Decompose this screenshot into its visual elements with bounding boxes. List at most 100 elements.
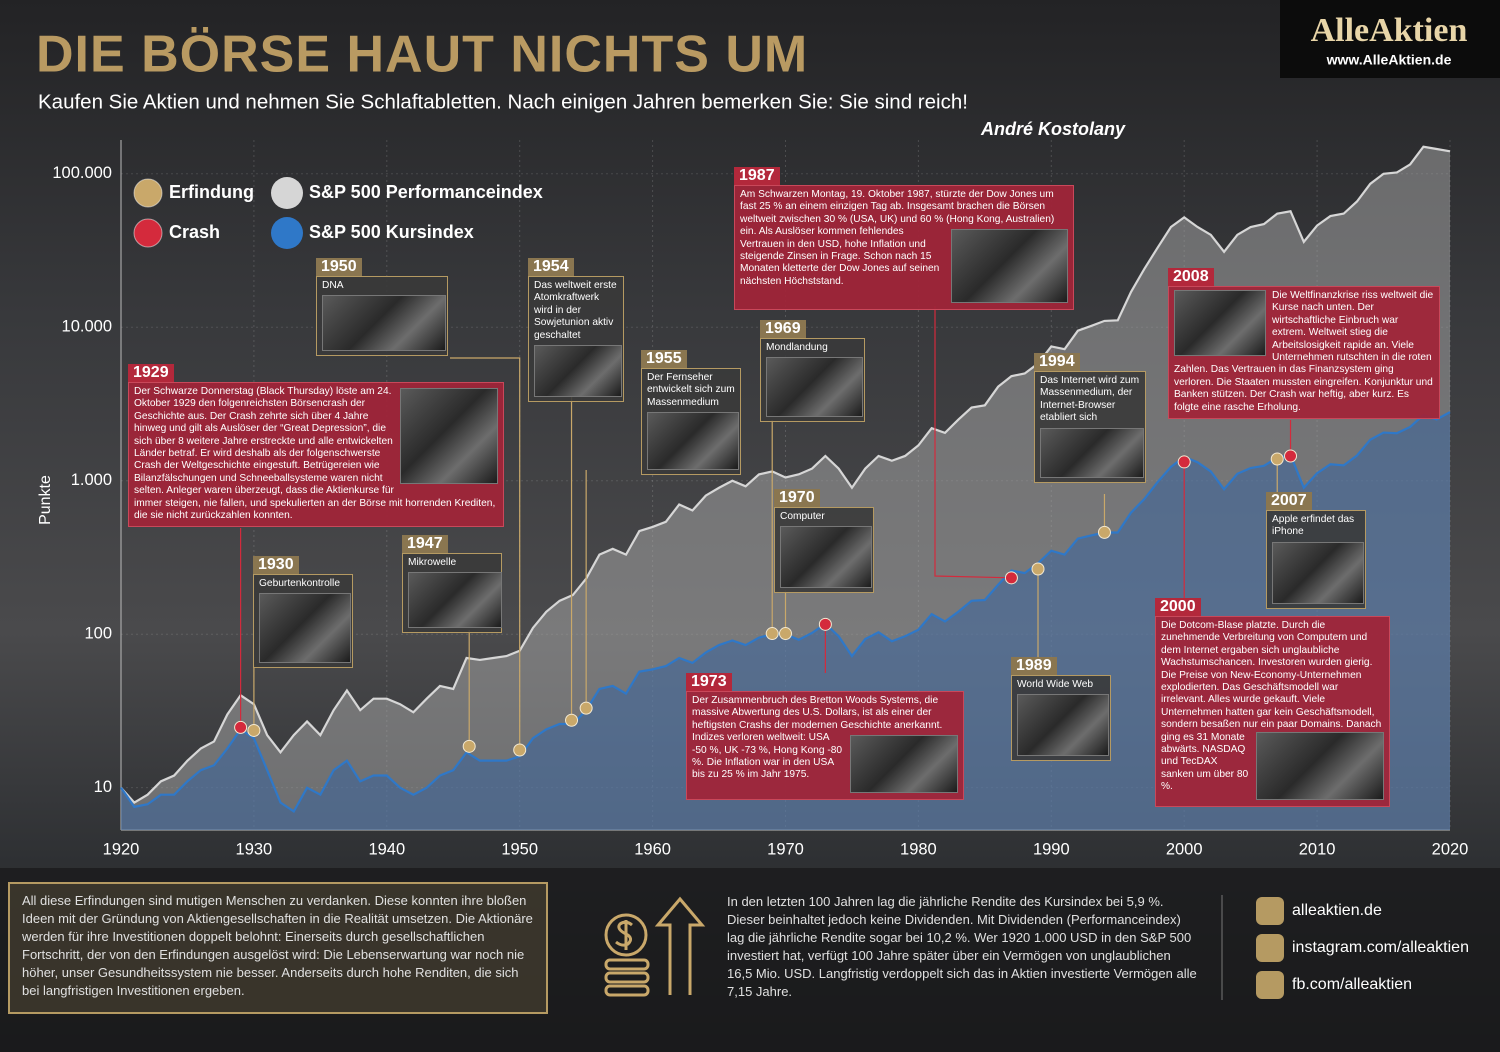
annotation: 1989 World Wide Web — [1011, 657, 1111, 762]
event-marker — [765, 627, 779, 641]
annotation-body: Mikrowelle — [402, 553, 502, 634]
footer-left-text: All diese Erfindungen sind mutigen Mensc… — [8, 882, 548, 1014]
annotation-year: 1970 — [774, 489, 820, 507]
annotation-box: 1987 Am Schwarzen Montag, 19. Oktober 198… — [734, 167, 1074, 310]
annotation-text: Der Fernseher entwickelt sich zum Massen… — [647, 372, 735, 408]
annotation-text: Computer — [780, 511, 825, 522]
x-tick-label: 2010 — [1299, 840, 1336, 858]
link[interactable]: alleaktien.de — [1256, 897, 1382, 925]
link[interactable]: instagram.com/alleaktien — [1256, 934, 1469, 962]
annotation-year: 2007 — [1266, 492, 1312, 510]
subtitle: Kaufen Sie Aktien und nehmen Sie Schlaft… — [38, 90, 968, 113]
annotation-text: Geburtenkontrolle — [259, 578, 340, 589]
annotation: 1987 Am Schwarzen Montag, 19. Oktober 198… — [734, 167, 1074, 310]
link[interactable]: fb.com/alleaktien — [1256, 971, 1412, 999]
photo — [1017, 694, 1109, 757]
annotation-box: 1994 Das Internet wird zum Massenmedium, … — [1034, 353, 1146, 483]
annotation-text: Mikrowelle — [408, 557, 457, 568]
y-axis-label: Punkte — [37, 475, 54, 525]
annotation: 1970 Computer — [774, 489, 874, 594]
photo — [1174, 290, 1266, 356]
x-tick-label: 1950 — [501, 840, 538, 858]
link-text[interactable]: instagram.com/alleaktien — [1292, 939, 1469, 956]
event-marker — [565, 713, 579, 727]
connector — [934, 306, 1012, 579]
annotation: 1950 DNA — [316, 258, 448, 357]
annotation-body: World Wide Web — [1011, 675, 1111, 762]
annotation: 1994 Das Internet wird zum Massenmedium, … — [1034, 353, 1146, 483]
y-tick-label: 10.000 — [62, 318, 112, 336]
y-tick-label: 1.000 — [71, 471, 112, 489]
area-fill — [121, 412, 1450, 830]
event-marker — [1097, 525, 1111, 539]
annotation-box: 1947 Mikrowelle — [402, 535, 502, 634]
event-marker — [1284, 449, 1298, 463]
annotation-body: Die Weltfinanzkrise riss weltweit die Ku… — [1168, 286, 1440, 420]
annotation-body: Das weltweit erste Atomkraftwerk wird in… — [528, 276, 624, 403]
photo — [1272, 541, 1364, 604]
facebook-icon — [1256, 971, 1284, 999]
photo — [322, 295, 446, 352]
annotation-text: DNA — [322, 280, 344, 291]
legend-label: Crash — [169, 222, 220, 242]
annotation: 1954 Das weltweit erste Atomkraftwerk wir… — [528, 258, 624, 403]
annotation-body: Der Fernseher entwickelt sich zum Massen… — [641, 368, 741, 476]
annotation-year: 1954 — [528, 258, 574, 276]
link-text[interactable]: fb.com/alleaktien — [1292, 976, 1413, 993]
annotation-box: 2007 Apple erfindet das iPhone — [1266, 492, 1366, 609]
photo — [408, 572, 502, 629]
event-marker — [1004, 571, 1018, 585]
annotation-box: 1950 DNA — [316, 258, 448, 357]
annotation-text: Die Weltfinanzkrise riss weltweit die Ku… — [1174, 290, 1434, 413]
annotation-text: Die Dotcom-Blase platzte. Durch die zune… — [1161, 620, 1382, 793]
annotation-year: 1930 — [253, 556, 299, 574]
annotation-year: 1989 — [1011, 657, 1057, 675]
annotation-box: 1970 Computer — [774, 489, 874, 594]
x-tick-label: 1990 — [1033, 840, 1070, 858]
photo — [1256, 732, 1384, 800]
quote-author: André Kostolany — [980, 119, 1126, 139]
series-line — [120, 145, 1451, 804]
event-marker — [1031, 562, 1045, 576]
annotation-box: 1930 Geburtenkontrolle — [253, 556, 353, 669]
photo — [951, 229, 1068, 303]
annotation-body: Der Schwarze Donnerstag (Black Thursday)… — [128, 382, 504, 528]
event-marker — [818, 617, 832, 631]
photo — [259, 593, 351, 664]
legend-label: S&P 500 Performanceindex — [309, 182, 543, 202]
annotation-text: Das weltweit erste Atomkraftwerk wird in… — [534, 280, 617, 341]
photo — [1040, 427, 1144, 478]
photo — [647, 412, 739, 471]
event-marker — [1177, 455, 1191, 469]
link-text[interactable]: alleaktien.de — [1292, 902, 1382, 919]
x-tick-label: 1930 — [236, 840, 273, 858]
connectors — [240, 306, 1292, 751]
logo: AlleAktien — [1311, 12, 1468, 49]
y-tick-label: 10 — [94, 778, 112, 796]
annotation-body: Apple erfindet das iPhone — [1266, 510, 1366, 609]
annotation-year: 1950 — [316, 258, 362, 276]
annotation: 2007 Apple erfindet das iPhone — [1266, 492, 1366, 609]
y-tick-label: 100.000 — [52, 164, 112, 182]
annotation-year: 1969 — [760, 320, 806, 338]
annotation-box: 1969 Mondlandung — [760, 320, 865, 423]
annotation-text: Das Internet wird zum Massenmedium, der … — [1040, 375, 1140, 424]
event-marker — [579, 701, 593, 715]
annotation-year: 1987 — [734, 167, 780, 185]
annotation-year: 1994 — [1034, 353, 1080, 371]
annotation-body: Das Internet wird zum Massenmedium, der … — [1034, 371, 1146, 483]
annotation: 1973 Der Zusammenbruch des Bretton Woods … — [686, 673, 964, 800]
annotation-box: 2008 Die Weltfinanzkrise riss weltweit di… — [1168, 268, 1440, 420]
x-tick-label: 1940 — [368, 840, 405, 858]
event-marker — [779, 627, 792, 641]
legend-marker — [133, 218, 163, 248]
annotation-year: 1973 — [686, 673, 732, 691]
connector — [450, 357, 521, 751]
logo-url: www.AlleAktien.de — [1326, 52, 1452, 68]
annotations: 1929 Der Schwarze Donnerstag (Black Thurs… — [128, 167, 1440, 807]
annotation-text: Mondlandung — [766, 342, 828, 353]
annotation-text: Am Schwarzen Montag, 19. Oktober 1987, s… — [740, 189, 1055, 287]
photo — [400, 388, 498, 484]
annotation: 2000 Die Dotcom-Blase platzte. Durch die … — [1155, 598, 1390, 807]
